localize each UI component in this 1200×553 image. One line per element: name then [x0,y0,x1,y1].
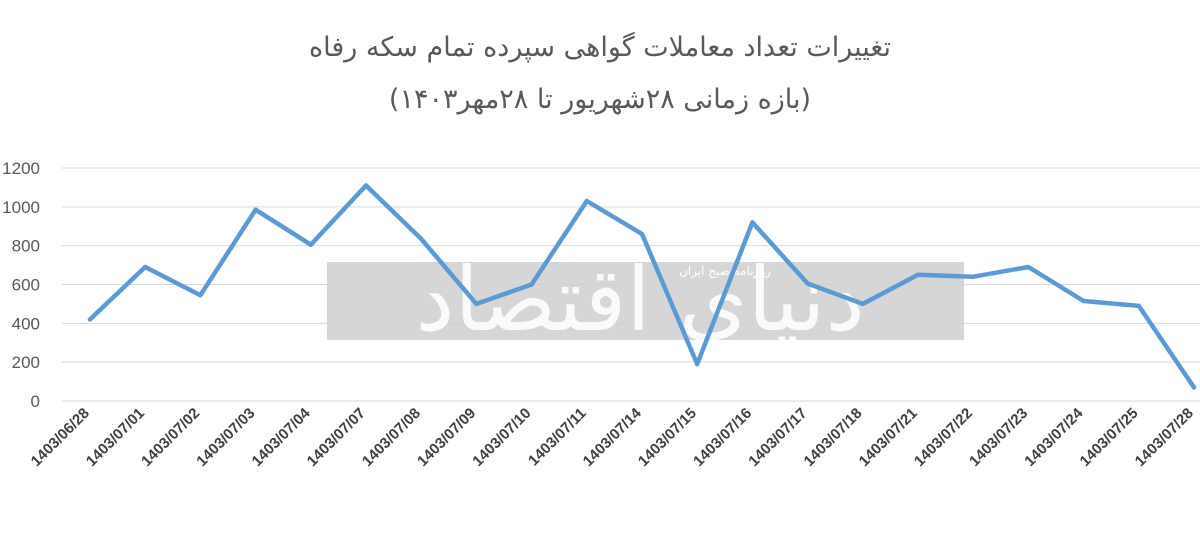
x-tick-label: 1403/07/01 [83,405,148,470]
chart-title-block: تغییرات تعداد معاملات گواهی سپرده تمام س… [0,0,1200,140]
data-point [1081,298,1086,304]
chart-subtitle: (بازه زمانی ۲۸شهریور تا ۲۸مهر۱۴۰۳) [388,84,812,115]
data-point [971,274,976,279]
data-point [915,272,921,277]
y-tick-label: 0 [31,392,40,411]
x-tick-label: 1403/07/07 [304,405,369,470]
x-tick-label: 1403/07/08 [359,405,424,470]
x-tick-label: 1403/07/10 [469,405,534,470]
data-point [363,183,369,188]
data-point [750,220,755,225]
data-point [1191,385,1197,390]
data-point [474,301,479,307]
x-tick-label: 1403/07/23 [966,405,1031,470]
x-tick-label: 1403/06/28 [28,405,93,470]
data-point [1136,303,1142,309]
x-tick-label: 1403/07/14 [580,404,646,470]
x-tick-label: 1403/07/22 [911,405,976,470]
x-tick-label: 1403/07/17 [745,405,810,470]
data-point [805,281,810,286]
x-tick-label: 1403/07/15 [635,405,700,470]
x-tick-label: 1403/07/04 [249,404,315,470]
x-tick-label: 1403/07/02 [138,405,203,470]
y-tick-label: 600 [12,276,40,295]
x-tick-label: 1403/07/09 [414,405,479,470]
data-point [419,236,424,242]
x-tick-label: 1403/07/25 [1077,405,1142,470]
y-tick-label: 800 [12,237,40,256]
x-tick-label: 1403/07/03 [193,405,258,470]
data-point [1026,264,1031,270]
data-point [584,198,589,204]
x-tick-label: 1403/07/18 [801,405,866,470]
data-point [639,231,645,237]
y-tick-label: 400 [12,314,40,333]
x-tick-label: 1403/07/16 [690,405,755,470]
y-tick-label: 1000 [2,198,40,217]
data-point [87,317,93,322]
y-axis: 0 200 400 600 800 1000 1200 [2,159,40,411]
data-point [860,301,865,307]
x-tick-label: 1403/07/24 [1021,404,1087,470]
data-point [308,242,313,247]
chart-title: تغییرات تعداد معاملات گواهی سپرده تمام س… [309,32,891,63]
y-tick-label: 1200 [2,159,40,178]
data-point [198,292,203,298]
series-line-group [87,183,1197,390]
watermark-tagline: روزنامه صبح ایران [679,264,771,279]
data-point [143,264,148,270]
y-tick-label: 200 [12,353,40,372]
data-point [253,207,258,212]
x-axis: 1403/06/281403/07/011403/07/021403/07/03… [28,404,1197,470]
data-point [529,282,534,287]
x-tick-label: 1403/07/21 [856,405,921,470]
x-tick-label: 1403/07/11 [525,405,590,470]
data-point [695,361,700,367]
x-tick-label: 1403/07/28 [1132,405,1197,470]
